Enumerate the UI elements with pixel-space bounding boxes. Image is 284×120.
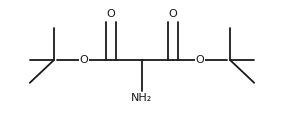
Text: O: O [106,9,115,19]
Text: O: O [169,9,178,19]
Text: O: O [196,55,204,65]
Text: NH₂: NH₂ [131,93,153,103]
Text: O: O [80,55,88,65]
